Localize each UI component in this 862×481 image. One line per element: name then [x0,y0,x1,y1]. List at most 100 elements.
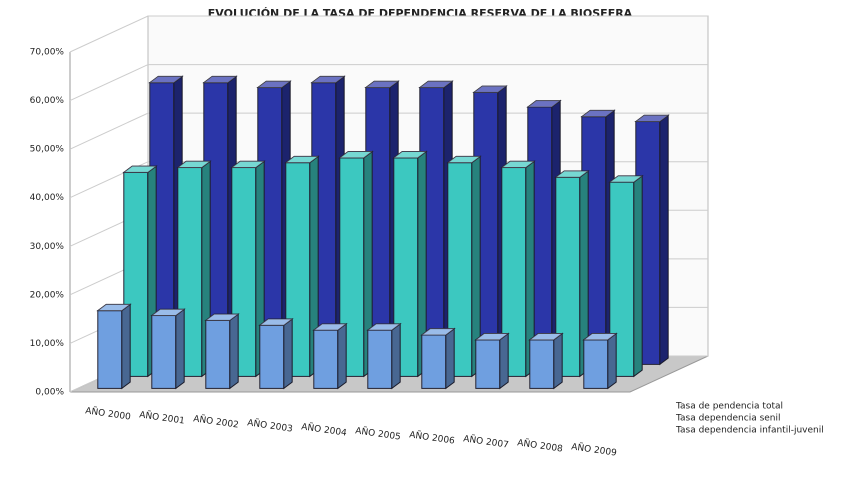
bar-top [150,308,186,317]
bar [608,174,644,378]
bar-top-shade [501,161,535,168]
bar-top [580,109,616,118]
bar-top-shade [555,170,589,178]
bar-top [202,75,238,84]
bar-side-shade [633,175,643,377]
bar-side-shade [417,151,427,377]
bar-top [446,155,482,164]
bar-top-shade [231,161,265,168]
bar-top-shade [177,161,211,168]
bar-top-shade [367,323,401,331]
bar-side-shade [337,323,347,389]
x-tick-label: AÑO 2006 [409,429,456,446]
x-tick-label: AÑO 2000 [85,405,132,422]
bar-top-shade [447,156,481,163]
bar-top [420,328,456,336]
bar-top-shade [475,333,509,340]
bar-top [284,155,320,164]
x-tick-label: AÑO 2009 [571,441,618,458]
y-tick-label: 0,00% [35,388,64,398]
bar-side-shade [525,161,535,377]
bar [474,332,510,390]
bar-front [259,324,285,389]
legend-label: Tasa dependencia senil [675,414,781,424]
bar-top-shade [285,156,319,163]
bar-top [364,80,400,89]
bar-top-shade [149,76,183,83]
bar-side-shade [579,170,589,377]
bar [258,317,294,390]
bar-top [554,170,590,178]
bar-front [367,329,393,389]
bar-top [148,75,184,84]
bar-top [366,323,402,331]
bar [392,150,428,378]
bar [582,332,618,390]
bar-top-shade [123,166,157,173]
bar-top [474,333,510,341]
bar-front [583,339,609,389]
bar-top-shade [419,81,453,88]
bar-top [258,318,294,326]
bar-side-shade [255,161,265,377]
x-tick-label: AÑO 2002 [193,413,240,430]
bar [526,99,562,366]
bar-top-shade [393,151,427,158]
bar-top [122,165,158,173]
bar-top [204,313,240,321]
bar-side-shade [607,333,617,389]
bar-side-shade [499,333,509,389]
bar-front [97,310,123,389]
y-tick-label: 30,00% [30,242,65,252]
bar-side-shade [659,115,669,365]
y-tick-label: 60,00% [30,96,65,106]
bar-front [529,339,555,389]
bar-side-shade [445,328,455,389]
bar-side-shade [229,314,239,389]
bar-top [582,333,618,341]
bar-top-shade [151,309,185,316]
y-tick-label: 40,00% [30,193,65,203]
x-tick-label: AÑO 2007 [463,433,510,450]
bar-top [312,323,348,331]
bar-top [96,303,132,312]
bar-front [313,329,339,389]
bar-top-shade [609,175,643,183]
bar-top-shade [421,328,455,335]
bar [366,322,402,390]
bar-front [151,315,177,389]
bar-top-shade [365,81,399,88]
bar [528,332,564,390]
bar [420,327,456,390]
y-tick-label: 50,00% [30,145,65,155]
x-tick-label: AÑO 2001 [139,409,186,426]
bar-front [421,334,447,389]
bar-side-shade [553,333,563,389]
bar-top [608,175,644,183]
y-tick-label: 70,00% [30,48,65,58]
x-tick-label: AÑO 2004 [301,421,348,438]
grid-line [69,15,708,53]
bar-top-shade [311,76,345,83]
bar-front [475,339,501,389]
bar-top-shade [339,151,373,158]
bar [96,303,132,390]
bar-top-shade [97,304,131,311]
bar-front [205,319,231,389]
grid-line [69,112,708,150]
bar-top-shade [203,76,237,83]
bar-top-shade [583,333,617,340]
bar-top [528,333,564,341]
bar-top-shade [313,323,347,331]
y-tick-label: 10,00% [30,339,65,349]
legend-label: Tasa de pendencia total [675,402,783,412]
x-tick-label: AÑO 2003 [247,417,294,434]
bar-side-shade [309,156,319,377]
bar-top-shade [529,333,563,340]
bar-top-shade [205,314,239,321]
bar-top [392,151,428,159]
bar-top [256,80,292,89]
bar-side-shade [391,323,401,389]
bar-top-shade [581,110,615,117]
y-tick-label: 20,00% [30,290,65,300]
